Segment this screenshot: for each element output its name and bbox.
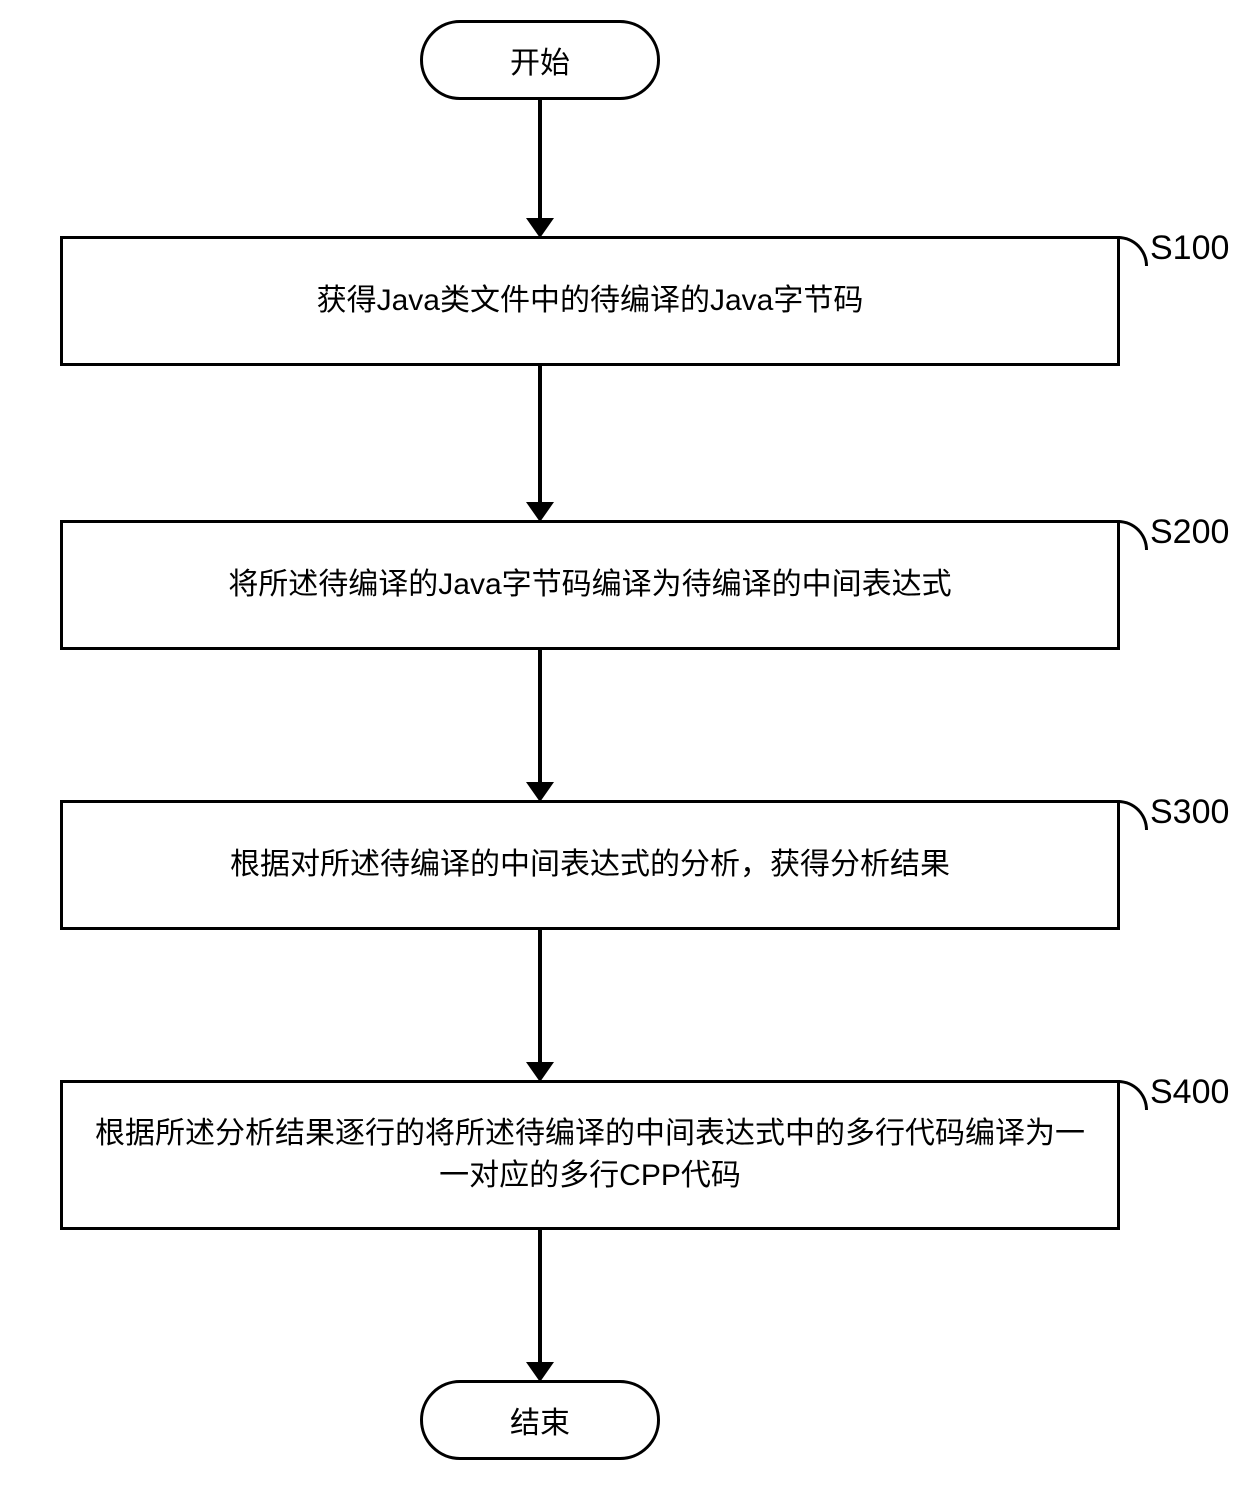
edge-start-s100-head [526, 218, 554, 238]
edge-s100-s200 [538, 366, 542, 506]
label-s200: S200 [1150, 513, 1229, 552]
label-s400: S400 [1150, 1073, 1229, 1112]
process-s400-text: 根据所述分析结果逐行的将所述待编译的中间表达式中的多行代码编译为一一对应的多行C… [83, 1113, 1097, 1197]
label-s100: S100 [1150, 229, 1229, 268]
start-node: 开始 [420, 20, 660, 100]
process-s100: 获得Java类文件中的待编译的Java字节码 [60, 236, 1120, 366]
label-curve-s300 [1118, 800, 1148, 830]
label-curve-s200 [1118, 520, 1148, 550]
flowchart-canvas: 开始 获得Java类文件中的待编译的Java字节码 S100 将所述待编译的Ja… [0, 0, 1240, 1492]
edge-s400-end-head [526, 1362, 554, 1382]
end-node: 结束 [420, 1380, 660, 1460]
label-s300: S300 [1150, 793, 1229, 832]
start-text: 开始 [510, 38, 570, 82]
process-s200-text: 将所述待编译的Java字节码编译为待编译的中间表达式 [228, 564, 951, 606]
edge-s300-s400 [538, 930, 542, 1066]
edge-s200-s300 [538, 650, 542, 786]
label-curve-s100 [1118, 236, 1148, 266]
label-curve-s400 [1118, 1080, 1148, 1110]
end-text: 结束 [510, 1398, 570, 1442]
edge-start-s100 [538, 100, 542, 222]
process-s300: 根据对所述待编译的中间表达式的分析，获得分析结果 [60, 800, 1120, 930]
process-s200: 将所述待编译的Java字节码编译为待编译的中间表达式 [60, 520, 1120, 650]
process-s100-text: 获得Java类文件中的待编译的Java字节码 [317, 280, 864, 322]
edge-s200-s300-head [526, 782, 554, 802]
edge-s300-s400-head [526, 1062, 554, 1082]
process-s300-text: 根据对所述待编译的中间表达式的分析，获得分析结果 [230, 844, 950, 886]
process-s400: 根据所述分析结果逐行的将所述待编译的中间表达式中的多行代码编译为一一对应的多行C… [60, 1080, 1120, 1230]
edge-s400-end [538, 1230, 542, 1366]
edge-s100-s200-head [526, 502, 554, 522]
